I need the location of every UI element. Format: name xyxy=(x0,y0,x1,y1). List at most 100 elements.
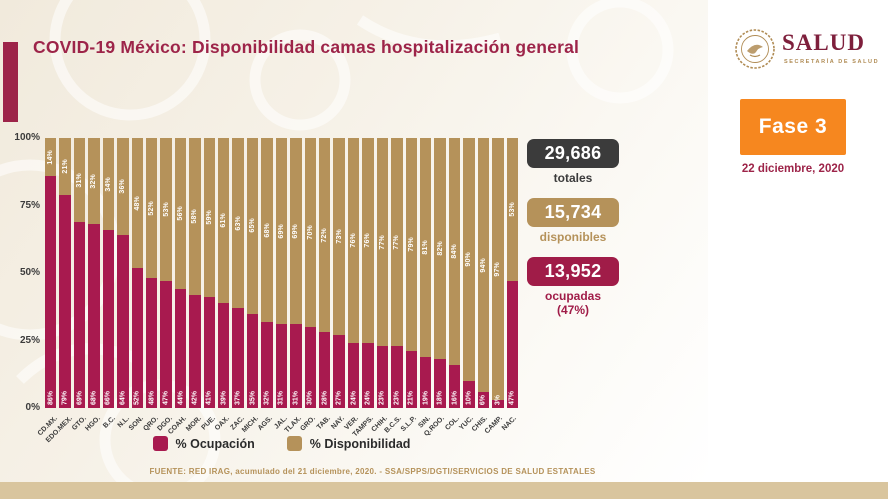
source-footnote: FUENTE: RED IRAG, acumulado del 21 dicie… xyxy=(149,467,596,476)
segment-ocupacion xyxy=(88,224,100,408)
salud-wordmark: SALUD xyxy=(782,30,865,55)
chart-legend: % Ocupación % Disponibilidad xyxy=(45,436,518,451)
bar-tlax: 69% 31% xyxy=(290,138,302,408)
ocupacion-value-label: 27% xyxy=(335,390,343,405)
bar-col: 84% 16% xyxy=(448,138,461,408)
disponibilidad-value-label: 34% xyxy=(104,176,112,192)
segment-ocupacion xyxy=(145,278,158,408)
bar-gro: 70% 30% xyxy=(304,138,317,408)
disponibilidad-value-label: 84% xyxy=(451,244,459,259)
ocupacion-value-label: 31% xyxy=(292,390,300,405)
disponibilidad-value-label: 82% xyxy=(436,241,444,257)
segment-ocupacion xyxy=(376,345,389,408)
disponibilidad-value-label: 90% xyxy=(465,252,473,267)
ocupacion-value-label: 18% xyxy=(436,390,444,405)
segment-disponibilidad: 63% xyxy=(232,138,244,309)
bottom-gold-strip xyxy=(0,482,888,499)
ocupacion-value-label: 23% xyxy=(393,390,401,405)
legend-item: % Ocupación xyxy=(152,436,255,451)
ocupacion-value-label: 44% xyxy=(177,390,184,405)
segment-ocupacion xyxy=(261,321,273,408)
disponibilidad-value-label: 79% xyxy=(407,237,415,252)
disponibilidad-value-label: 59% xyxy=(205,210,213,225)
stats-panel: 29,686 totales 15,734 disponibles 13,952… xyxy=(527,139,627,330)
segment-ocupacion xyxy=(59,194,71,408)
stat-disponibles: 15,734 disponibles xyxy=(527,198,619,244)
ocupacion-value-label: 28% xyxy=(321,390,329,405)
disponibilidad-value-label: 61% xyxy=(220,213,228,228)
bar-mich: 65% 35% xyxy=(246,138,259,408)
y-tick: 75% xyxy=(19,199,40,211)
segment-ocupacion xyxy=(319,332,331,408)
bar-pue: 59% 41% xyxy=(203,138,216,408)
ocupacion-value-label: 24% xyxy=(364,390,372,405)
bar-nl: 36% 64% xyxy=(117,138,129,408)
segment-ocupacion xyxy=(117,235,129,408)
segment-disponibilidad: 90% xyxy=(463,138,475,381)
segment-disponibilidad: 97% xyxy=(492,138,504,400)
bar-edomex: 21% 79% xyxy=(59,138,71,408)
y-tick: 50% xyxy=(19,267,40,278)
segment-ocupacion xyxy=(189,294,201,408)
disponibilidad-value-label: 77% xyxy=(378,234,386,250)
disponibilidad-value-label: 70% xyxy=(306,225,314,240)
segment-disponibilidad: 53% xyxy=(506,138,518,282)
segment-disponibilidad: 77% xyxy=(391,138,403,346)
legend-swatch xyxy=(152,436,168,451)
ocupacion-value-label: 52% xyxy=(133,390,141,405)
bar-qroo: 82% 18% xyxy=(434,138,446,408)
ocupacion-value-label: 16% xyxy=(451,390,459,405)
disponibilidad-value-label: 81% xyxy=(422,240,430,255)
segment-ocupacion xyxy=(492,399,504,408)
segment-ocupacion xyxy=(102,229,115,408)
ocupacion-value-label: 42% xyxy=(191,390,199,405)
bar-chis: 94% 6% xyxy=(477,138,490,408)
ocupacion-value-label: 23% xyxy=(378,390,386,405)
ocupacion-value-label: 6% xyxy=(479,394,487,405)
segment-disponibilidad: 94% xyxy=(477,138,490,392)
segment-disponibilidad: 76% xyxy=(347,138,360,344)
disponibilidad-value-label: 72% xyxy=(321,227,329,243)
segment-disponibilidad: 58% xyxy=(189,138,201,295)
segment-disponibilidad: 79% xyxy=(405,138,417,352)
segment-disponibilidad: 82% xyxy=(434,138,446,360)
bar-ver: 76% 24% xyxy=(347,138,360,408)
ocupacion-value-label: 30% xyxy=(306,390,314,405)
ocupacion-value-label: 32% xyxy=(263,390,271,405)
ocupacion-value-label: 48% xyxy=(148,390,156,405)
bar-chih: 77% 23% xyxy=(376,138,389,408)
disponibilidad-value-label: 32% xyxy=(90,173,98,189)
bar-dgo: 53% 47% xyxy=(160,138,172,408)
salud-logo: SALUD SECRETARÍA DE SALUD xyxy=(733,27,885,77)
disponibilidad-value-label: 36% xyxy=(119,179,127,194)
disponibilidad-value-label: 69% xyxy=(277,223,285,239)
bar-nac: 53% 47% xyxy=(506,138,518,408)
disponibilidad-value-label: 52% xyxy=(148,200,156,216)
segment-ocupacion xyxy=(246,313,259,408)
bar-oax: 61% 39% xyxy=(218,138,230,408)
bar-cdmx: 14% 86% xyxy=(45,138,57,408)
segment-disponibilidad: 84% xyxy=(448,138,461,365)
segment-ocupacion xyxy=(73,221,86,408)
disponibilidad-value-label: 76% xyxy=(350,233,358,248)
segment-ocupacion xyxy=(506,281,518,408)
segment-disponibilidad: 77% xyxy=(376,138,389,346)
legend-label: % Disponibilidad xyxy=(309,436,411,451)
segment-disponibilidad: 59% xyxy=(203,138,216,298)
bar-yuc: 90% 10% xyxy=(463,138,475,408)
segment-ocupacion xyxy=(347,343,360,408)
segment-disponibilidad: 53% xyxy=(160,138,172,282)
bar-camp: 97% 3% xyxy=(492,138,504,408)
segment-disponibilidad: 69% xyxy=(275,138,288,325)
bar-bc: 34% 66% xyxy=(102,138,115,408)
disponibilidad-value-label: 76% xyxy=(364,233,372,248)
legend-item: % Disponibilidad xyxy=(286,436,411,451)
bar-bcs: 77% 23% xyxy=(391,138,403,408)
bar-qro: 52% 48% xyxy=(145,138,158,408)
stat-ocupadas-value: 13,952 xyxy=(527,257,619,286)
segment-disponibilidad: 56% xyxy=(174,138,187,290)
disponibilidad-value-label: 63% xyxy=(234,215,242,231)
disponibilidad-value-label: 31% xyxy=(76,172,84,188)
ocupacion-value-label: 21% xyxy=(407,390,415,405)
